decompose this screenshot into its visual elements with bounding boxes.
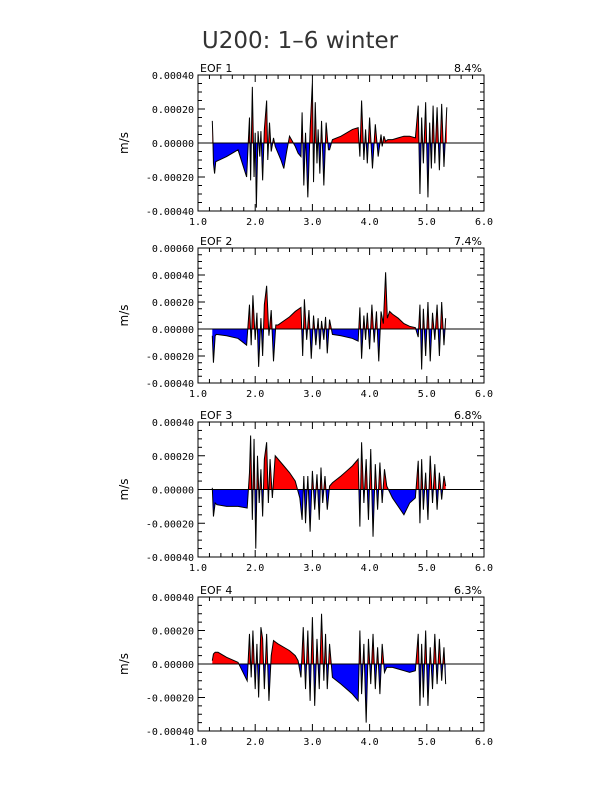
- x-tick-label: 6.0: [475, 737, 493, 748]
- y-tick-label: 0.00000: [152, 139, 194, 150]
- y-tick-label: 0.00000: [152, 660, 194, 671]
- x-tick-label: 6.0: [475, 389, 493, 400]
- panel-label: EOF 2: [200, 235, 232, 248]
- x-tick-label: 6.0: [475, 217, 493, 228]
- eof-panel-1: 1.0 2.0 3.0 4.0 5.0 6.0 0.00040 0.00020 0.00000 -…: [117, 62, 493, 228]
- x-tick-label: 3.0: [303, 389, 321, 400]
- y-tick-label: 0.00020: [152, 298, 194, 309]
- y-tick-label: -0.00020: [146, 519, 194, 530]
- x-tick-label: 2.0: [246, 563, 264, 574]
- x-tick-label: 3.0: [303, 737, 321, 748]
- negative-anomaly-fill: [212, 489, 446, 549]
- y-tick-label: -0.00040: [146, 379, 194, 390]
- y-axis-label: m/s: [117, 479, 131, 501]
- y-axis-label: m/s: [117, 305, 131, 327]
- x-tick-label: 6.0: [475, 563, 493, 574]
- x-tick-label: 5.0: [418, 737, 436, 748]
- eof-panel-2: 1.0 2.0 3.0 4.0 5.0 6.0 0.00060 0.00040 0.00020 0…: [117, 235, 493, 400]
- variance-label: 6.8%: [454, 409, 482, 422]
- x-tick-label: 4.0: [361, 563, 379, 574]
- x-tick-label: 5.0: [418, 563, 436, 574]
- y-tick-label: 0.00000: [152, 486, 194, 497]
- y-tick-label: -0.00040: [146, 207, 194, 218]
- y-tick-label: 0.00040: [152, 418, 194, 429]
- y-axis-label: m/s: [117, 132, 131, 154]
- y-tick-label: 0.00060: [152, 244, 194, 255]
- x-tick-label: 4.0: [361, 389, 379, 400]
- x-tick-label: 2.0: [246, 737, 264, 748]
- y-tick-label: -0.00020: [146, 694, 194, 705]
- panel-label: EOF 4: [200, 584, 232, 597]
- panel-label: EOF 3: [200, 409, 232, 422]
- x-tick-label: 5.0: [418, 389, 436, 400]
- y-tick-label: 0.00020: [152, 105, 194, 116]
- x-tick-label: 3.0: [303, 563, 321, 574]
- y-tick-label: 0.00040: [152, 271, 194, 282]
- y-tick-label: 0.00020: [152, 452, 194, 463]
- x-tick-label: 2.0: [246, 217, 264, 228]
- y-tick-label: -0.00020: [146, 173, 194, 184]
- negative-anomaly-fill: [212, 143, 447, 208]
- x-tick-label: 3.0: [303, 217, 321, 228]
- eof-series-line: [211, 81, 448, 208]
- x-tick-label: 5.0: [418, 217, 436, 228]
- x-tick-label: 4.0: [361, 217, 379, 228]
- panels: 1.0 2.0 3.0 4.0 5.0 6.0 0.00040 0.00020 0.00000 -…: [117, 62, 493, 748]
- y-tick-label: 0.00000: [152, 325, 194, 336]
- eof-panel-4: 1.0 2.0 3.0 4.0 5.0 6.0 0.00040 0.00020 0.00000 -…: [117, 584, 493, 748]
- y-axis-label: m/s: [117, 653, 131, 675]
- variance-label: 7.4%: [454, 235, 482, 248]
- variance-label: 6.3%: [454, 584, 482, 597]
- x-tick-label: 1.0: [189, 389, 207, 400]
- x-tick-label: 1.0: [189, 563, 207, 574]
- x-tick-label: 4.0: [361, 737, 379, 748]
- y-tick-label: 0.00020: [152, 627, 194, 638]
- y-tick-label: -0.00040: [146, 553, 194, 564]
- y-tick-label: -0.00020: [146, 352, 194, 363]
- x-tick-label: 1.0: [189, 217, 207, 228]
- y-tick-label: 0.00040: [152, 71, 194, 82]
- x-tick-label: 2.0: [246, 389, 264, 400]
- figure-title: U200: 1–6 winter: [202, 28, 399, 54]
- variance-label: 8.4%: [454, 62, 482, 75]
- panel-label: EOF 1: [200, 62, 232, 75]
- eof-series-line: [211, 435, 447, 549]
- eof-series-line: [211, 272, 447, 370]
- x-tick-label: 1.0: [189, 737, 207, 748]
- eof-series-line: [211, 613, 447, 723]
- eof-panel-3: 1.0 2.0 3.0 4.0 5.0 6.0 0.00040 0.00020 0.00000 -…: [117, 409, 493, 574]
- y-tick-label: -0.00040: [146, 727, 194, 738]
- y-tick-label: 0.00040: [152, 593, 194, 604]
